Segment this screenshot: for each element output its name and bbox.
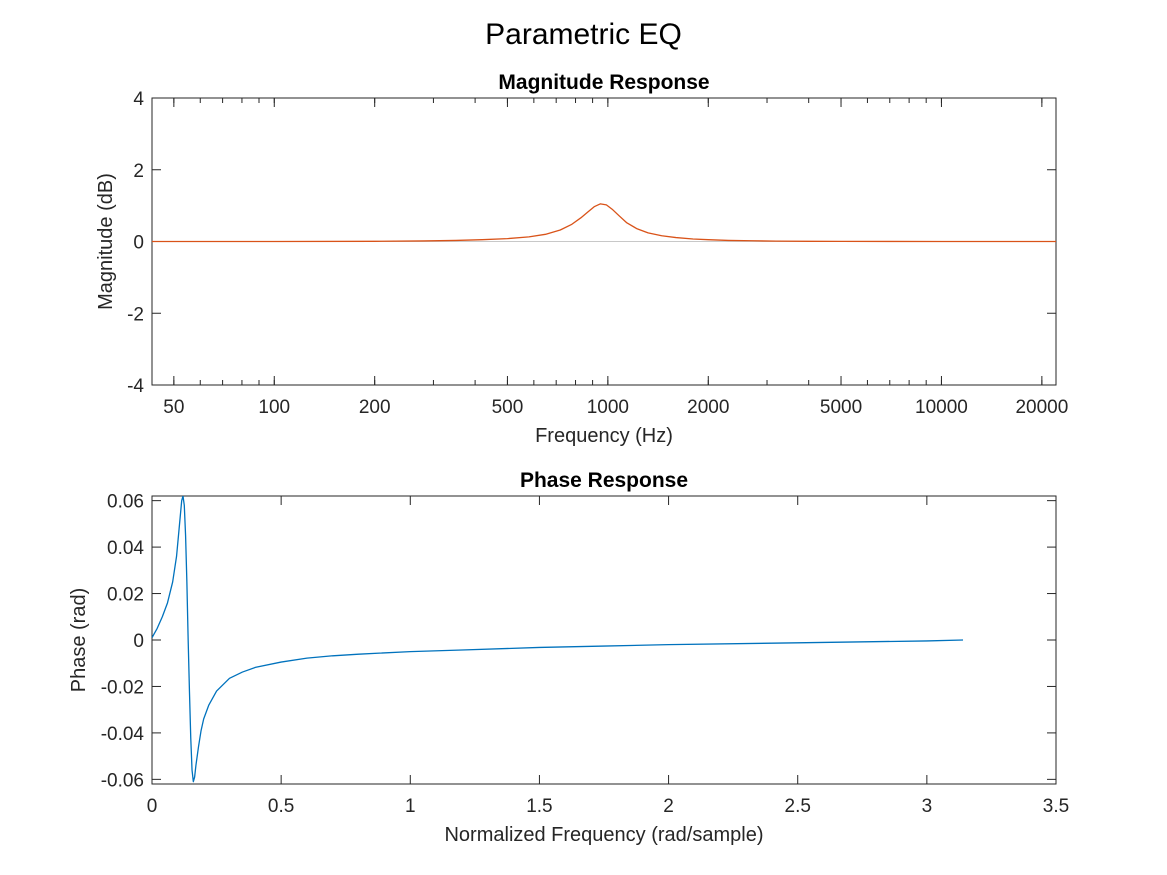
magnitude-ylabel: Magnitude (dB) [95,173,117,310]
phase-xtick-label: 3.5 [1043,796,1069,817]
phase-ytick-label: 0 [133,631,144,652]
phase-axes-box [151,495,1057,785]
phase-axes: Phase Response 0 0.5 1 1.5 2 2.5 3 3.5 -0.06 -0.04… [68,469,1069,846]
magnitude-xtick-label: 200 [359,397,391,418]
phase-title: Phase Response [520,469,688,492]
magnitude-ytick-label: 0 [133,233,144,254]
phase-xtick-label: 2 [663,796,674,817]
phase-xlabel: Normalized Frequency (rad/sample) [444,824,763,846]
magnitude-axes: Magnitude Response 50 100 200 500 1000 2000 500… [95,71,1068,447]
magnitude-title: Magnitude Response [498,71,709,94]
phase-ytick-label: -0.02 [101,677,144,698]
phase-ytick-label: 0.04 [107,538,144,559]
magnitude-ytick-label: 2 [133,161,144,182]
magnitude-xtick-label: 500 [492,397,524,418]
figure-title: Parametric EQ [485,18,682,51]
magnitude-series-line [152,203,1056,243]
phase-xtick-label: 2.5 [785,796,811,817]
phase-ytick-label: 0.02 [107,585,144,606]
phase-xtick-label: 0.5 [268,796,294,817]
magnitude-xtick-label: 5000 [820,397,862,418]
magnitude-xtick-label: 20000 [1015,397,1068,418]
magnitude-ytick-label: -2 [127,304,144,325]
magnitude-xtick-label: 100 [258,397,290,418]
phase-ytick-label: -0.06 [101,770,144,791]
magnitude-xtick-label: 10000 [915,397,968,418]
magnitude-xtick-label: 50 [163,397,184,418]
phase-ylabel: Phase (rad) [68,588,90,693]
phase-xtick-label: 3 [922,796,933,817]
magnitude-xtick-label: 1000 [587,397,629,418]
magnitude-xtick-label: 2000 [687,397,729,418]
phase-xtick-label: 1 [405,796,416,817]
phase-ytick-label: 0.06 [107,492,144,513]
magnitude-ytick-label: 4 [133,89,144,110]
phase-xtick-label: 1.5 [526,796,552,817]
magnitude-ytick-label: -4 [127,376,144,397]
phase-series-line [152,496,964,783]
phase-ytick-label: -0.04 [101,724,145,745]
phase-xtick-label: 0 [147,796,158,817]
magnitude-xlabel: Frequency (Hz) [535,425,673,447]
